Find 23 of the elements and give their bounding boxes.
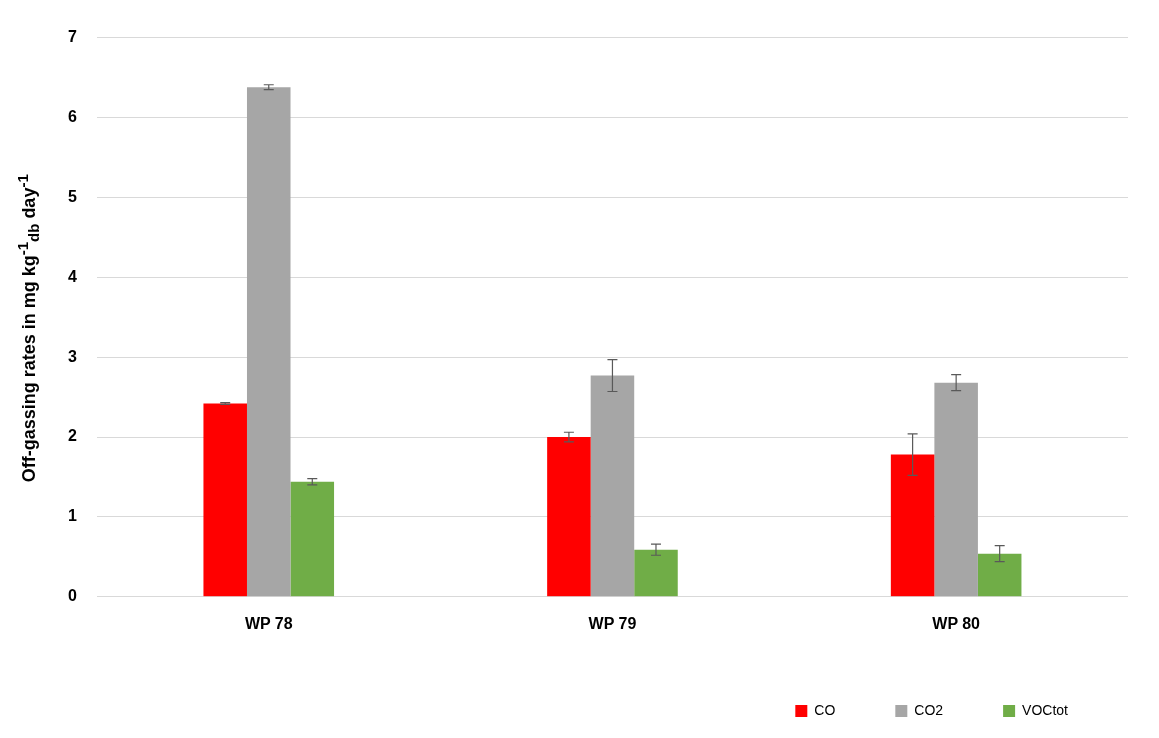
x-tick-label: WP 78 [244, 614, 293, 632]
bar [890, 454, 935, 597]
bar [246, 87, 291, 597]
x-tick-label: WP 80 [932, 614, 981, 632]
y-tick-label: 6 [67, 107, 77, 125]
bar [977, 553, 1022, 597]
y-tick-label: 3 [67, 347, 77, 365]
bar [634, 549, 678, 597]
y-tick-label: 5 [67, 187, 77, 205]
bar [934, 382, 978, 597]
bar [290, 481, 335, 597]
legend-label: VOCtot [1022, 701, 1069, 718]
bar [590, 375, 635, 597]
y-tick-label: 1 [67, 507, 77, 525]
y-tick-label: 2 [67, 427, 77, 445]
legend-label: CO [814, 701, 836, 718]
bar [547, 437, 591, 597]
y-tick-label: 7 [67, 28, 77, 46]
bar [203, 403, 247, 597]
legend-label: CO2 [914, 701, 944, 718]
y-tick-label: 4 [67, 267, 77, 285]
x-tick-label: WP 79 [588, 614, 637, 632]
y-tick-label: 0 [67, 587, 77, 605]
